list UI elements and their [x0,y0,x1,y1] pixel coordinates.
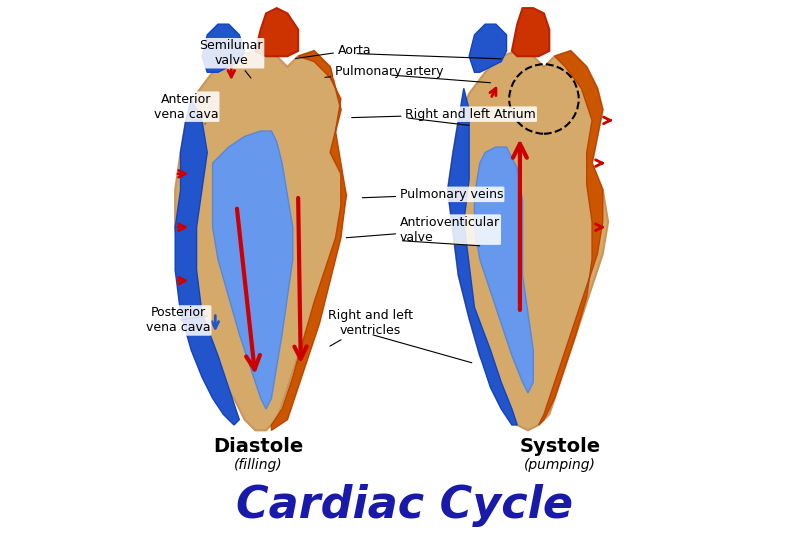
Polygon shape [512,8,549,56]
Polygon shape [469,24,506,72]
Polygon shape [175,51,346,430]
Polygon shape [255,8,298,56]
Text: Pulmonary veins: Pulmonary veins [362,188,503,201]
Polygon shape [475,147,533,393]
Polygon shape [271,51,346,430]
Text: Right and left Atrium: Right and left Atrium [352,107,535,120]
Polygon shape [212,131,292,409]
Text: Antrioventicular
valve: Antrioventicular valve [347,215,500,244]
Text: Diastole: Diastole [213,437,303,456]
Text: Systole: Systole [519,437,600,456]
Text: (filling): (filling) [234,458,283,472]
Polygon shape [448,88,518,425]
Text: Aorta: Aorta [296,44,371,58]
Polygon shape [539,51,603,425]
Text: Right and left
ventricles: Right and left ventricles [328,309,413,346]
Text: Anterior
vena cava: Anterior vena cava [154,93,218,124]
Text: Cardiac Cycle: Cardiac Cycle [237,484,573,526]
Polygon shape [175,99,239,425]
Polygon shape [202,24,245,72]
Text: Posterior
vena cava: Posterior vena cava [146,307,210,334]
Text: Semilunar
valve: Semilunar valve [199,39,263,78]
Polygon shape [448,51,608,430]
Text: (pumping): (pumping) [524,458,596,472]
Text: Pulmonary artery: Pulmonary artery [325,65,443,78]
